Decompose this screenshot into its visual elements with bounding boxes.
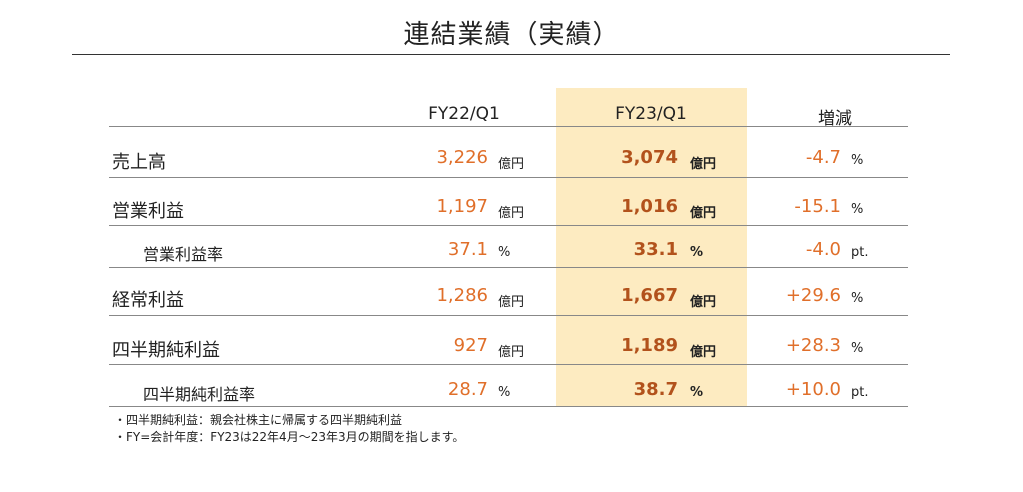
- fy22-value: 1,197: [436, 196, 488, 217]
- change-value: -4.7: [805, 147, 841, 168]
- row-divider: [109, 177, 908, 178]
- fy22-unit: 億円: [498, 345, 525, 360]
- row-divider: [109, 315, 908, 316]
- fy23-unit: 億円: [690, 295, 717, 310]
- fy22-value: 927: [453, 335, 488, 356]
- fy22-value: 28.7: [447, 379, 488, 400]
- footnote: ・四半期純利益：親会社株主に帰属する四半期純利益: [114, 413, 403, 427]
- footnote: ・FY=会計年度：FY23は22年4月～23年3月の期間を指します。: [114, 430, 465, 444]
- change-value: +28.3: [785, 335, 841, 356]
- fy22-unit: 億円: [498, 206, 525, 221]
- fy22-unit: %: [498, 385, 511, 400]
- fy22-unit: 億円: [498, 157, 525, 172]
- row-label-quarterly-net-income: 四半期純利益: [112, 340, 220, 361]
- change-unit: %: [851, 341, 864, 356]
- fy22-unit: 億円: [498, 295, 525, 310]
- row-label-net-sales: 売上高: [112, 152, 166, 173]
- row-divider: [109, 267, 908, 268]
- table-bottom-divider: [109, 406, 908, 407]
- change-value: -15.1: [794, 196, 841, 217]
- fy23-value: 1,667: [621, 285, 678, 306]
- fy23-value: 1,189: [621, 335, 678, 356]
- page-title: 連結業績（実績）: [403, 20, 620, 50]
- change-unit: %: [851, 291, 864, 306]
- column-header-change: 増減: [818, 109, 852, 129]
- fy23-value: 33.1: [633, 239, 678, 260]
- change-unit: pt.: [851, 245, 869, 260]
- row-label-operating-margin: 営業利益率: [143, 245, 224, 264]
- fy23-value: 1,016: [621, 196, 678, 217]
- row-divider: [109, 225, 908, 226]
- fy22-value: 1,286: [436, 285, 488, 306]
- fy22-value: 3,226: [436, 147, 488, 168]
- fy23-unit: 億円: [690, 206, 717, 221]
- fy23-value: 3,074: [621, 147, 678, 168]
- change-value: -4.0: [805, 239, 841, 260]
- row-divider: [109, 364, 908, 365]
- change-unit: %: [851, 202, 864, 217]
- title-divider: [72, 54, 950, 55]
- change-value: +10.0: [785, 379, 841, 400]
- row-label-quarterly-net-margin: 四半期純利益率: [143, 385, 256, 404]
- header-divider: [109, 126, 908, 127]
- fy23-highlight-column: [556, 88, 747, 406]
- fy23-unit: %: [690, 385, 704, 400]
- change-value: +29.6: [785, 285, 841, 306]
- column-header-fy23: FY23/Q1: [615, 104, 687, 124]
- change-unit: %: [851, 153, 864, 168]
- column-header-fy22: FY22/Q1: [428, 104, 500, 124]
- fy23-unit: %: [690, 245, 704, 260]
- row-label-operating-income: 営業利益: [112, 201, 184, 222]
- fy23-value: 38.7: [633, 379, 678, 400]
- change-unit: pt.: [851, 385, 869, 400]
- fy22-value: 37.1: [447, 239, 488, 260]
- row-label-ordinary-income: 経常利益: [112, 290, 184, 311]
- fy23-unit: 億円: [690, 157, 717, 172]
- fy22-unit: %: [498, 245, 511, 260]
- fy23-unit: 億円: [690, 345, 717, 360]
